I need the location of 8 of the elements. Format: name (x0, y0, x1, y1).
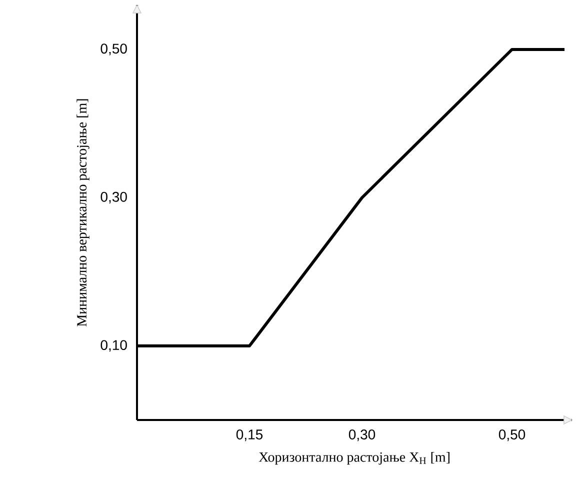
y-tick-label: 0,10 (100, 340, 127, 352)
x-axis-title: Хоризонтално растојање X$_{H}$ [m] (258, 452, 450, 465)
y-axis-title: Минимално вертикално растојање [m] (76, 99, 90, 326)
x-tick-label: 0,15 (236, 430, 263, 442)
x-tick-label: 0,30 (348, 430, 376, 442)
x-tick-label: 0,50 (498, 430, 526, 442)
y-tick-label: 0,50 (100, 44, 127, 56)
y-tick-label: 0,30 (100, 192, 127, 204)
